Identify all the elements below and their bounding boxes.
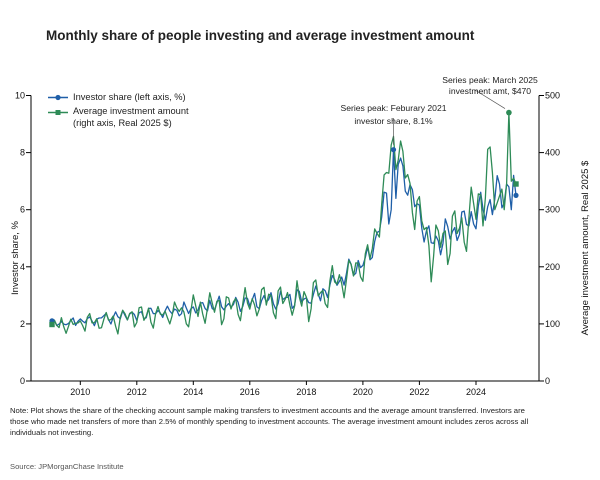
svg-text:2024: 2024 xyxy=(466,387,486,397)
svg-text:400: 400 xyxy=(545,148,560,158)
svg-text:2012: 2012 xyxy=(127,387,147,397)
svg-text:2018: 2018 xyxy=(296,387,316,397)
svg-text:0: 0 xyxy=(545,376,550,386)
svg-text:investor share, 8.1%: investor share, 8.1% xyxy=(354,116,433,126)
svg-text:200: 200 xyxy=(545,262,560,272)
svg-text:4: 4 xyxy=(20,262,25,272)
svg-text:investment amt, $470: investment amt, $470 xyxy=(449,86,531,96)
svg-text:2: 2 xyxy=(20,319,25,329)
svg-text:300: 300 xyxy=(545,205,560,215)
svg-text:10: 10 xyxy=(15,91,25,101)
svg-text:2014: 2014 xyxy=(183,387,203,397)
svg-text:2010: 2010 xyxy=(70,387,90,397)
svg-text:2022: 2022 xyxy=(409,387,429,397)
svg-text:100: 100 xyxy=(545,319,560,329)
svg-text:8: 8 xyxy=(20,148,25,158)
svg-text:500: 500 xyxy=(545,91,560,101)
svg-text:0: 0 xyxy=(20,376,25,386)
svg-text:Series peak: Feburary 2021: Series peak: Feburary 2021 xyxy=(340,103,446,113)
svg-text:6: 6 xyxy=(20,205,25,215)
svg-text:2020: 2020 xyxy=(353,387,373,397)
svg-text:Series peak: March 2025: Series peak: March 2025 xyxy=(442,75,538,85)
svg-text:2016: 2016 xyxy=(240,387,260,397)
